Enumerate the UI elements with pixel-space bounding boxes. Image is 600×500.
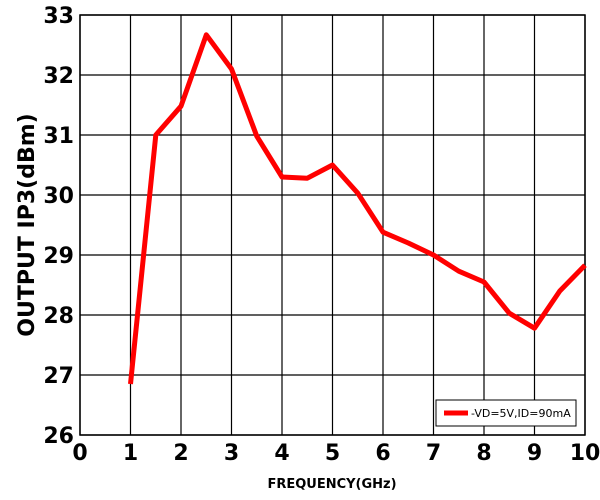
x-tick-label: 0 [72,441,87,466]
x-tick-label: 10 [570,441,600,466]
x-tick-label: 4 [274,441,289,466]
x-tick-label: 5 [325,441,340,466]
y-axis-label: OUTPUT IP3(dBm) [15,113,40,336]
y-tick-label: 28 [43,304,74,329]
y-tick-label: 32 [43,64,74,89]
x-tick-label: 2 [173,441,188,466]
legend-entry: -VD=5V,ID=90mA [471,407,571,420]
y-tick-label: 30 [43,184,74,209]
plot-frame [79,14,586,436]
y-tick-label: 27 [43,364,74,389]
series [128,32,587,385]
legend: -VD=5V,ID=90mA [435,399,577,427]
x-tick-label: 7 [426,441,441,466]
y-tick-label: 33 [43,4,74,29]
y-tick-label: 31 [43,124,74,149]
x-tick-label: 6 [375,441,390,466]
series-line [128,32,587,385]
x-axis-ticks: 0 1 2 3 4 5 6 7 8 9 10 [72,441,600,466]
x-tick-label: 3 [224,441,239,466]
x-tick-label: 1 [123,441,138,466]
y-axis-ticks: 26 27 28 29 30 31 32 33 [43,4,74,449]
y-tick-label: 29 [43,244,74,269]
x-tick-label: 9 [527,441,542,466]
x-axis-label: FREQUENCY(GHz) [267,477,396,492]
y-tick-label: 26 [43,424,74,449]
grid [79,14,586,436]
x-tick-label: 8 [476,441,491,466]
